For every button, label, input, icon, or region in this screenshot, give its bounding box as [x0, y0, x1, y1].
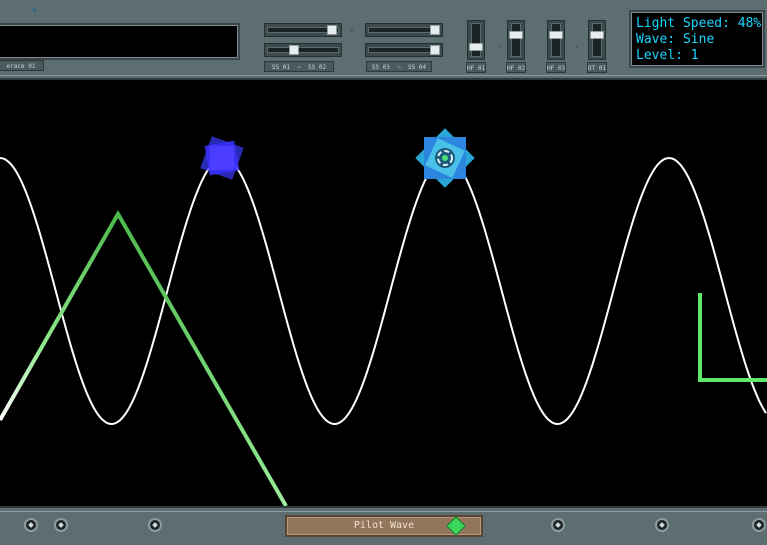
- slider-knob[interactable]: [430, 45, 440, 55]
- screw-icon: [24, 518, 38, 532]
- ss-label-left: SS 01: [271, 64, 290, 71]
- ss-label-right: SS 02: [308, 64, 327, 71]
- slider-track: [592, 23, 602, 57]
- pilot-wave-trail: [0, 209, 288, 506]
- hf-slider-1-label: HF 01: [466, 62, 486, 73]
- pilot-wave-segment: [698, 293, 767, 382]
- ss-slider-3[interactable]: [365, 23, 443, 37]
- ss-slider-1[interactable]: [264, 23, 342, 37]
- ss-label-right: SS 04: [408, 64, 427, 71]
- slider-knob[interactable]: [327, 25, 337, 35]
- slider-track: [267, 47, 339, 53]
- square-block-icon: [200, 136, 244, 180]
- ss-label-left: SS 03: [371, 64, 390, 71]
- slider-knob[interactable]: [549, 31, 563, 39]
- status-readout: Light Speed: 48% Wave: Sine Level: 1: [629, 10, 765, 68]
- slider-track: [551, 23, 561, 57]
- slider-knob[interactable]: [289, 45, 299, 55]
- slider-knob[interactable]: [590, 31, 604, 39]
- screw-icon: [148, 518, 162, 532]
- screw-icon: [752, 518, 766, 532]
- ss-group-2-label: SS 03 ~ SS 04: [366, 61, 432, 72]
- star-ship-icon[interactable]: [415, 128, 475, 188]
- light-speed-text: Light Speed: 48%: [636, 16, 762, 31]
- slider-track: [511, 23, 521, 57]
- panel-divider: [0, 75, 767, 76]
- sine-wave-path: [0, 156, 767, 426]
- slider-knob[interactable]: [509, 31, 523, 39]
- slider-knob[interactable]: [469, 43, 483, 51]
- indicator-dot: [33, 9, 36, 12]
- ss-slider-2[interactable]: [264, 43, 342, 57]
- bottom-control-panel: Pilot Wave: [0, 506, 767, 545]
- hf-slider-3-label: HF 03: [546, 62, 566, 73]
- interface-screen: [0, 23, 240, 60]
- hf-slider-3[interactable]: [547, 20, 565, 60]
- screw-icon: [655, 518, 669, 532]
- connector-mark: ⌄: [497, 40, 503, 50]
- pilot-wave-label: Pilot Wave: [285, 515, 483, 537]
- panel-divider: [0, 511, 767, 512]
- ss-slider-4[interactable]: [365, 43, 443, 57]
- connector-mark: ⌄: [349, 24, 355, 34]
- hf-slider-1[interactable]: [467, 20, 485, 60]
- screw-icon: [54, 518, 68, 532]
- wave-type-text: Wave: Sine: [636, 32, 715, 47]
- slider-track: [267, 27, 339, 33]
- hf-slider-2-label: HF 02: [506, 62, 526, 73]
- playfield[interactable]: [0, 80, 767, 506]
- ss-group-1-label: SS 01 ~ SS 02: [264, 61, 334, 72]
- connector-mark: ⌄: [574, 40, 580, 50]
- dt-slider-1[interactable]: [588, 20, 606, 60]
- level-text: Level: 1: [636, 48, 699, 63]
- slider-track: [471, 23, 481, 57]
- dt-slider-1-label: DT 01: [587, 62, 607, 73]
- interface-tag: erace 01: [0, 60, 44, 71]
- screw-icon: [551, 518, 565, 532]
- hf-slider-2[interactable]: [507, 20, 525, 60]
- slider-knob[interactable]: [430, 25, 440, 35]
